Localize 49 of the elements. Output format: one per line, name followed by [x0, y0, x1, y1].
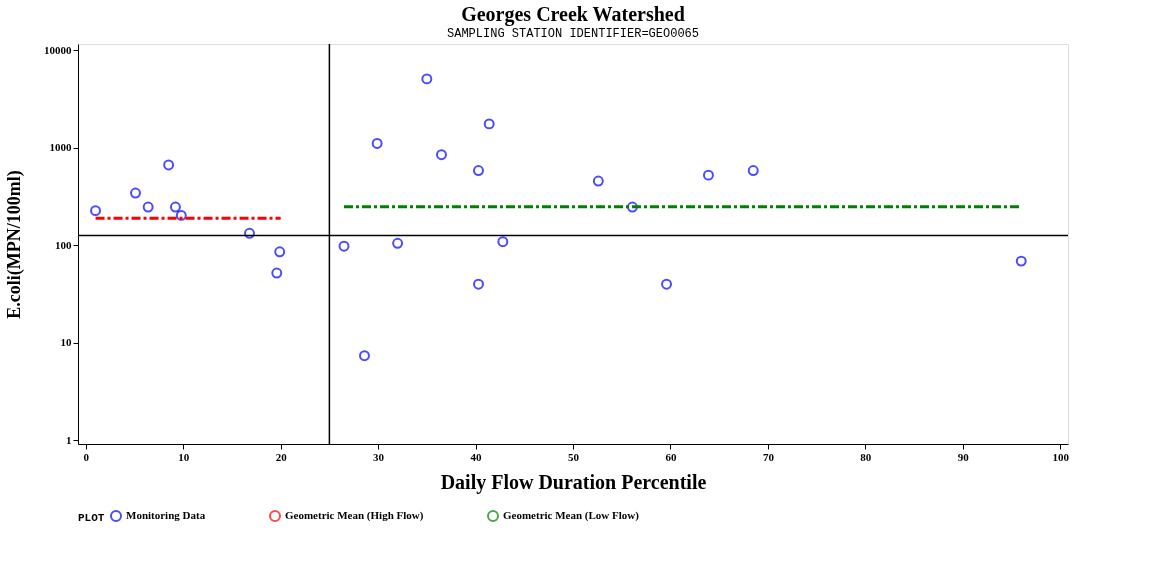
y-tick-label: 1000 [49, 141, 72, 154]
point [271, 267, 283, 279]
y-tick-label: 10 [60, 336, 72, 349]
chart-title: Georges Creek Watershed [461, 3, 685, 27]
point [626, 201, 638, 213]
point [702, 169, 714, 181]
y-tick-label: 100 [55, 238, 72, 251]
point [435, 149, 447, 161]
x-tick-label: 50 [568, 450, 580, 463]
x-tick-label: 40 [470, 450, 483, 463]
legend-label: Geometric Mean (High Flow) [285, 509, 424, 522]
point [338, 240, 350, 252]
point [163, 159, 175, 171]
y-tick-label: 10000 [44, 43, 72, 56]
point [483, 118, 495, 130]
point [175, 209, 187, 221]
x-tick-label: 60 [665, 450, 677, 463]
x-tick-label: 80 [860, 450, 872, 463]
x-tick-label: 30 [373, 450, 385, 463]
point [421, 73, 433, 85]
point [169, 201, 181, 213]
point [747, 165, 759, 177]
point [1015, 255, 1027, 267]
point [274, 246, 286, 258]
x-axis-title: Daily Flow Duration Percentile [440, 470, 707, 494]
point [359, 350, 370, 362]
point [130, 187, 141, 199]
point [592, 175, 604, 187]
legend-label: Monitoring Data [126, 509, 206, 521]
point [473, 278, 484, 290]
point [661, 278, 673, 290]
chart-subtitle: SAMPLING STATION IDENTIFIER=GEO0065 [446, 27, 700, 42]
x-tick-label: 10 [178, 450, 190, 463]
point [371, 137, 383, 149]
x-tick-label: 0 [83, 450, 90, 463]
legend-title: PLOT [78, 512, 105, 524]
point [90, 205, 102, 217]
x-tick-label: 20 [275, 450, 288, 463]
point [473, 165, 484, 177]
legend-label: Geometric Mean (Low Flow) [503, 509, 640, 522]
x-tick-label: 100 [1052, 450, 1070, 463]
point [497, 236, 509, 248]
y-tick-label: 1 [66, 433, 72, 446]
x-tick-label: 90 [957, 450, 970, 463]
point [244, 227, 255, 239]
point [142, 201, 154, 213]
point [392, 237, 404, 249]
x-tick-label: 70 [762, 450, 775, 463]
y-axis-title: E.coli(MPN/100ml) [4, 170, 25, 319]
